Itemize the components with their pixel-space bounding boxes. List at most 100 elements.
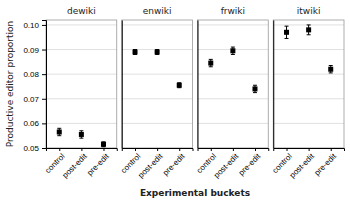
error-cap xyxy=(231,47,235,48)
tick: pre-edit xyxy=(85,148,111,177)
y-axis-title: Productive editor proportion xyxy=(5,21,15,148)
grid xyxy=(122,25,193,148)
tick-mark xyxy=(42,148,46,149)
error-cap xyxy=(231,54,235,55)
grid-line xyxy=(198,98,269,99)
error-cap xyxy=(329,72,333,73)
tick-label: 0.10 xyxy=(23,21,39,30)
tick-label: pre-edit xyxy=(161,151,187,177)
y-axis xyxy=(197,21,199,149)
axis-line xyxy=(198,21,199,149)
x-axis: controlpost-editpre-edit xyxy=(119,148,193,180)
marker xyxy=(79,132,84,137)
tick: pre-edit xyxy=(237,148,263,177)
plot-frame xyxy=(122,20,193,148)
error-cap xyxy=(57,128,61,129)
marks xyxy=(57,128,106,147)
grid-line xyxy=(273,24,344,25)
error-point xyxy=(230,47,235,54)
error-point xyxy=(252,85,257,92)
tick: pre-edit xyxy=(312,148,338,177)
axis-line xyxy=(122,21,123,149)
tick-mark xyxy=(42,50,46,51)
error-point xyxy=(328,66,333,73)
tick-mark xyxy=(287,148,288,151)
marker xyxy=(284,30,289,35)
axis-line xyxy=(122,149,193,152)
tick: 0.09 xyxy=(23,46,46,55)
error-point xyxy=(306,25,311,35)
tick: 0.05 xyxy=(23,144,46,153)
marker xyxy=(230,48,235,53)
marks xyxy=(133,50,182,88)
tick-mark xyxy=(233,148,234,151)
marker-group xyxy=(79,132,84,137)
facet-title: enwiki xyxy=(143,6,172,16)
error-cap xyxy=(285,26,289,27)
tick-label: pre-edit xyxy=(85,151,111,177)
tick-label: 0.08 xyxy=(23,70,39,79)
grid-line xyxy=(198,123,269,124)
tick: 0.07 xyxy=(23,95,46,104)
tick-mark xyxy=(331,148,332,151)
marker-group xyxy=(57,130,62,135)
tick-mark xyxy=(42,99,46,100)
marker-group xyxy=(155,50,160,55)
error-cap xyxy=(285,38,289,39)
grid xyxy=(46,25,117,148)
x-axis: controlpost-editpre-edit xyxy=(195,148,269,180)
error-point xyxy=(177,83,182,88)
tick-label: post-edit xyxy=(212,151,241,180)
axis-line xyxy=(198,149,269,152)
error-cap xyxy=(307,34,311,35)
error-point xyxy=(208,59,213,66)
marks xyxy=(284,25,333,73)
panel: controlpost-editpre-edit enwiki xyxy=(119,6,193,180)
x-axis-title: Experimental buckets xyxy=(140,188,250,198)
grid-line xyxy=(198,24,269,25)
error-cap xyxy=(57,135,61,136)
tick-mark xyxy=(42,74,46,75)
grid-line xyxy=(273,123,344,124)
tick-mark xyxy=(211,148,212,151)
tick-label: pre-edit xyxy=(312,151,338,177)
marker-group xyxy=(101,142,106,147)
marker-group xyxy=(177,83,182,88)
grid xyxy=(273,25,344,148)
tick: post-edit xyxy=(212,148,241,180)
grid xyxy=(198,25,269,148)
tick-label: post-edit xyxy=(61,151,90,180)
marker xyxy=(208,61,213,66)
tick-label: 0.06 xyxy=(23,119,39,128)
error-cap xyxy=(79,138,83,139)
tick-mark xyxy=(157,148,158,151)
plot-frame xyxy=(273,20,344,148)
axis-line xyxy=(274,149,345,152)
grid-line xyxy=(198,74,269,75)
tick: 0.08 xyxy=(23,70,46,79)
grid-line xyxy=(46,74,117,75)
tick-label: 0.05 xyxy=(23,144,39,153)
marker-group xyxy=(306,27,311,32)
marker-group xyxy=(230,48,235,53)
marker xyxy=(57,130,62,135)
tick-mark xyxy=(179,148,180,151)
grid-line xyxy=(122,24,193,25)
error-point xyxy=(284,26,289,38)
axis-line xyxy=(42,21,47,149)
tick-mark xyxy=(135,148,136,151)
chart: 0.05 0.06 0.07 0.08 0.09 0.10 controlpost-edit… xyxy=(0,0,350,200)
y-axis: 0.05 0.06 0.07 0.08 0.09 0.10 xyxy=(23,21,46,154)
panel: 0.050.060.070.080.090.10controlpost-edit… xyxy=(23,6,117,180)
plot-frame xyxy=(198,20,269,148)
tick: post-edit xyxy=(61,148,90,180)
marker xyxy=(328,67,333,72)
error-point xyxy=(79,131,84,138)
marker-group xyxy=(133,50,138,55)
error-point xyxy=(155,50,160,55)
error-cap xyxy=(253,85,257,86)
marker xyxy=(306,27,311,32)
y-axis xyxy=(273,21,275,149)
error-cap xyxy=(209,59,213,60)
axis-line xyxy=(273,21,274,149)
